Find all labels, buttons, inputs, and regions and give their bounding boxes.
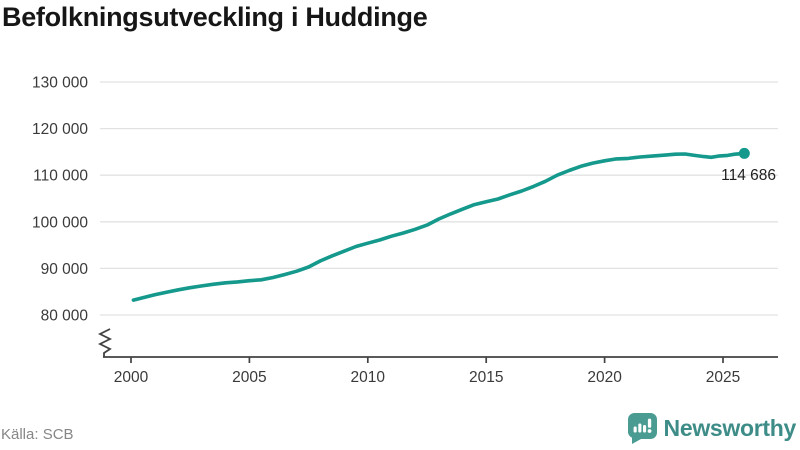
y-tick-label: 120 000 bbox=[32, 121, 88, 138]
gridline-layer bbox=[100, 81, 778, 316]
axis-layer bbox=[97, 328, 778, 363]
x-tick-label: 2020 bbox=[587, 369, 622, 386]
x-tick-label: 2015 bbox=[469, 369, 503, 386]
y-tick-label: 130 000 bbox=[32, 75, 88, 92]
y-tick-label: 80 000 bbox=[41, 308, 89, 325]
newsworthy-logo: Newsworthy bbox=[627, 413, 797, 444]
newsworthy-wordmark: Newsworthy bbox=[663, 415, 797, 441]
y-axis-break-icon bbox=[97, 328, 113, 357]
axis-label-layer: 130 000 120 000 110 000 100 000 90 000 80 000… bbox=[32, 75, 740, 387]
population-line bbox=[131, 151, 747, 302]
y-tick-label: 110 000 bbox=[33, 168, 88, 185]
chart-title: Befolkningsutveckling i Huddinge bbox=[2, 2, 428, 32]
newsworthy-bar-chart-icon bbox=[627, 413, 657, 444]
data-series-layer bbox=[131, 147, 750, 302]
y-tick-label: 90 000 bbox=[41, 261, 89, 278]
y-tick-label: 100 000 bbox=[32, 214, 88, 231]
end-value-annotation: 114 686 bbox=[721, 167, 776, 184]
source-credit: Källa: SCB bbox=[1, 426, 74, 443]
x-tick-label: 2005 bbox=[232, 369, 266, 386]
x-tick-label: 2000 bbox=[114, 369, 149, 386]
end-point-marker bbox=[738, 147, 750, 159]
x-tick-label: 2010 bbox=[351, 369, 386, 386]
x-tick-label: 2025 bbox=[706, 369, 740, 386]
